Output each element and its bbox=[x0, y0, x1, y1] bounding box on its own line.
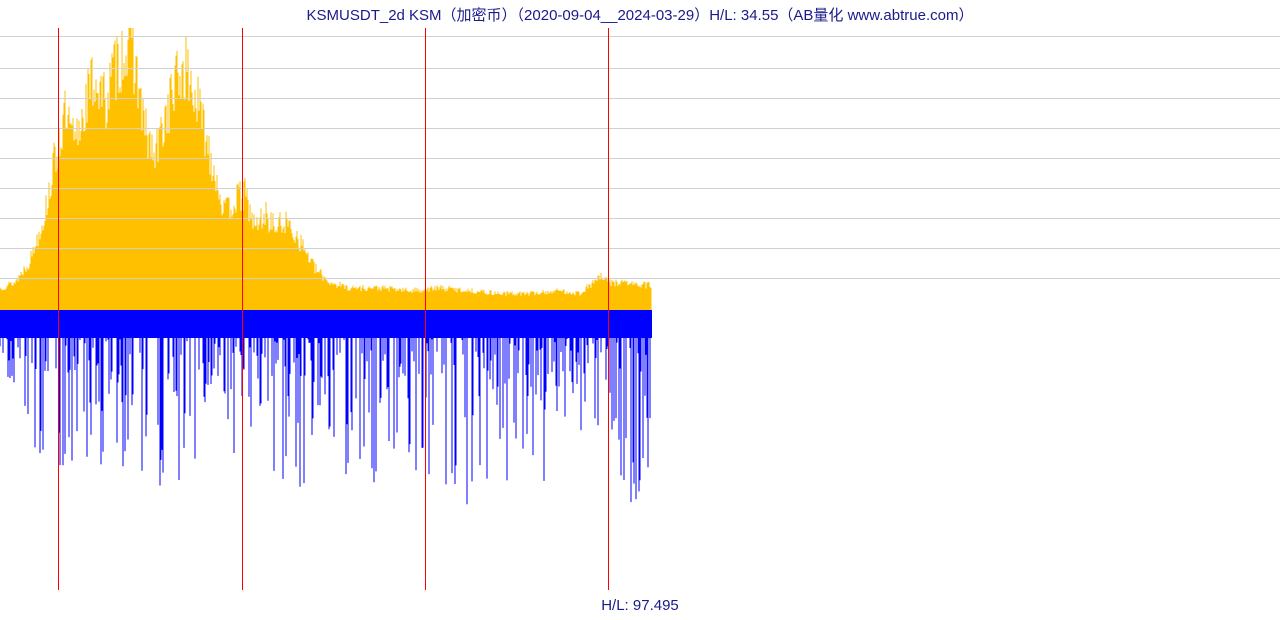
footer-label: H/L: 97.495 bbox=[0, 597, 1280, 614]
chart-area bbox=[0, 28, 1280, 590]
gridline bbox=[0, 218, 1280, 219]
year-marker bbox=[242, 28, 243, 590]
gridline bbox=[0, 158, 1280, 159]
upper-series bbox=[0, 28, 651, 310]
lower-series bbox=[0, 310, 651, 504]
year-marker bbox=[425, 28, 426, 590]
gridline bbox=[0, 98, 1280, 99]
year-marker bbox=[608, 28, 609, 590]
year-marker bbox=[58, 28, 59, 590]
chart-title: KSMUSDT_2d KSM（加密币）（2020-09-04__2024-03-… bbox=[0, 4, 1280, 25]
chart-svg bbox=[0, 28, 1280, 590]
gridline bbox=[0, 188, 1280, 189]
gridline bbox=[0, 248, 1280, 249]
gridline bbox=[0, 68, 1280, 69]
gridline bbox=[0, 278, 1280, 279]
gridline bbox=[0, 36, 1280, 37]
gridline bbox=[0, 128, 1280, 129]
